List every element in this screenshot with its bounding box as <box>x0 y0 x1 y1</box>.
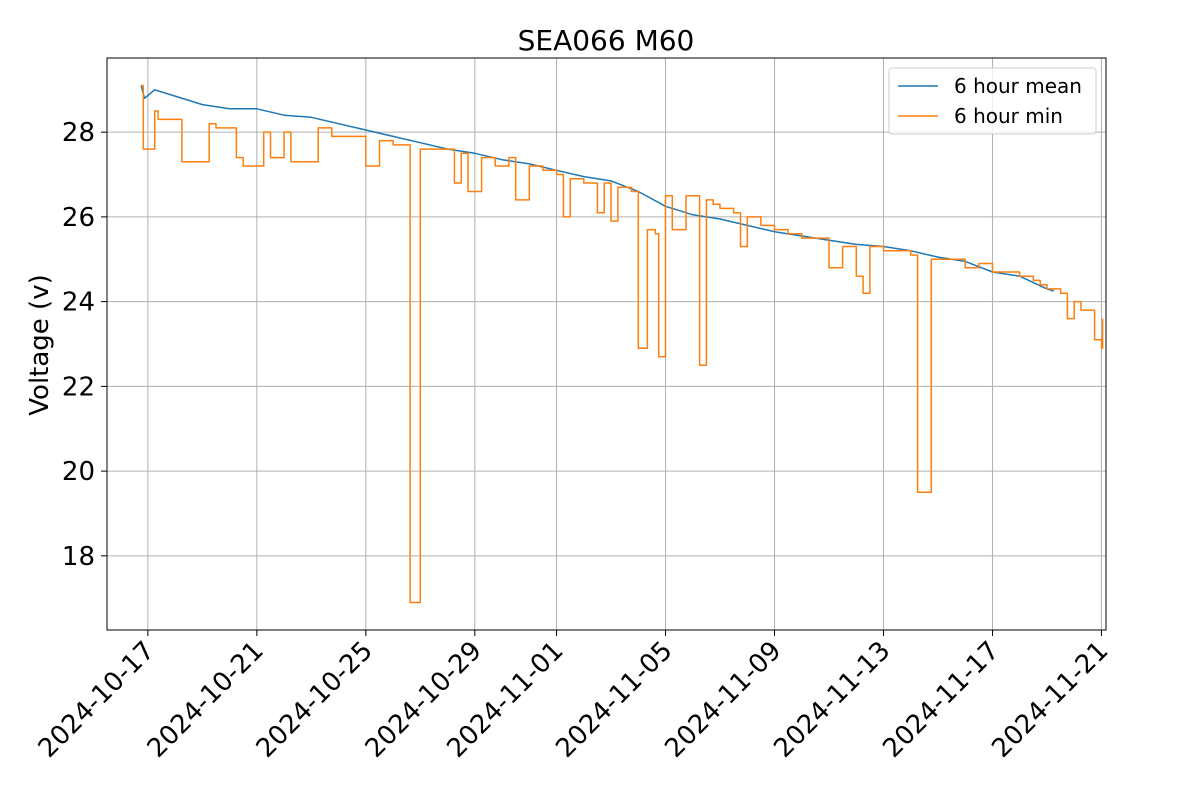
legend-box <box>888 67 1097 135</box>
legend: 6 hour mean 6 hour min <box>888 67 1097 135</box>
x-tick-label: 2024-10-25 <box>251 636 379 764</box>
series-line-6-hour-min <box>141 84 1104 604</box>
grid <box>107 58 1106 630</box>
y-tick-label: 18 <box>62 542 95 572</box>
series-layer <box>140 84 1104 604</box>
chart-title: SEA066 M60 <box>518 24 695 57</box>
plot-frame <box>106 57 1107 631</box>
x-tick-label: 2024-11-13 <box>768 636 896 764</box>
x-tick-label: 2024-10-17 <box>33 636 161 764</box>
x-tick-label: 2024-11-17 <box>877 636 1005 764</box>
y-tick-label: 28 <box>62 118 95 148</box>
legend-label-min: 6 hour min <box>954 104 1063 128</box>
x-tick-label: 2024-11-05 <box>550 636 678 764</box>
y-tick-label: 22 <box>62 372 95 402</box>
y-tick-label: 26 <box>62 203 95 233</box>
y-tick-label: 20 <box>62 457 95 487</box>
x-tick-label: 2024-10-21 <box>142 636 270 764</box>
x-tick-label: 2024-11-21 <box>986 636 1114 764</box>
legend-label-mean: 6 hour mean <box>954 74 1082 98</box>
y-tick-label: 24 <box>62 288 95 318</box>
x-tick-label: 2024-11-09 <box>659 636 787 764</box>
y-axis-label: Voltage (v) <box>25 274 55 415</box>
axis-ticks: 18 20 22 24 26 28 2024-10-172024-10-212024-10-… <box>33 118 1115 764</box>
